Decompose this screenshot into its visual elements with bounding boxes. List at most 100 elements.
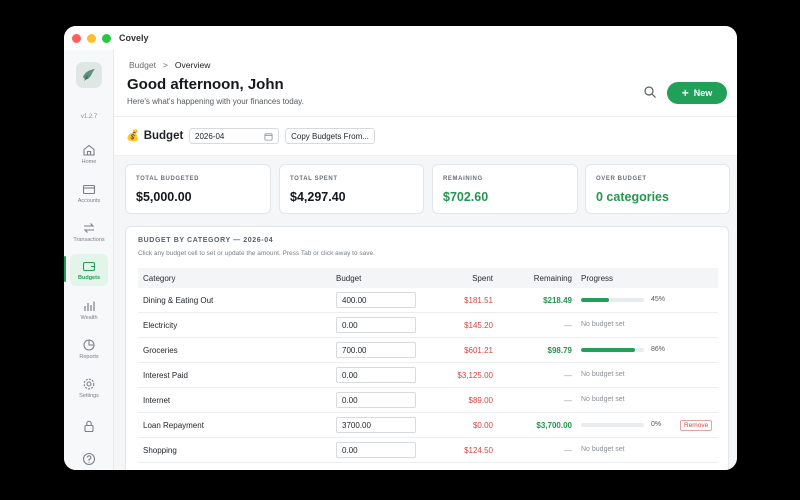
sidebar-item-home[interactable]: Home — [70, 138, 108, 170]
app-version: v1.2.7 — [80, 114, 98, 120]
progress-percent: 45% — [651, 296, 666, 303]
budget-input[interactable]: 400.00 — [336, 292, 416, 308]
category-name: Shopping — [143, 446, 177, 455]
new-button-label: New — [693, 88, 713, 98]
pie-chart-icon — [83, 339, 95, 351]
budget-input[interactable]: 700.00 — [336, 342, 416, 358]
panel-title: BUDGET BY CATEGORY — 2026-04 — [138, 237, 274, 244]
remaining-value: $218.49 — [543, 296, 572, 305]
app-logo[interactable] — [76, 62, 102, 88]
column-header-remaining[interactable]: Remaining — [533, 274, 572, 283]
category-name: Loan Repayment — [143, 421, 204, 430]
remaining-value: — — [564, 396, 572, 405]
budget-input[interactable]: 0.00 — [336, 317, 416, 333]
table-row: Loan Repayment 3700.00 $0.00 $3,700.00 0… — [138, 413, 718, 438]
budget-input[interactable]: 0.00 — [336, 392, 416, 408]
breadcrumb-separator: > — [162, 60, 168, 70]
month-picker-value: 2026-04 — [195, 131, 225, 141]
remaining-value: $3,700.00 — [536, 421, 572, 430]
summary-card-label: TOTAL BUDGETED — [136, 176, 200, 182]
summary-card-over-budget: OVER BUDGET 0 categories — [585, 164, 730, 214]
summary-card-total-budgeted: TOTAL BUDGETED $5,000.00 — [125, 164, 271, 214]
zoom-window-button[interactable] — [102, 33, 111, 43]
card-icon — [82, 184, 96, 195]
spent-value: $89.00 — [468, 396, 493, 405]
sidebar-item-label: Wealth — [80, 315, 98, 321]
new-button[interactable]: + New — [667, 82, 727, 104]
table-row: Electricity 0.00 $145.20 — No budget set — [138, 313, 718, 338]
sidebar-item-label: Reports — [79, 354, 99, 360]
category-name: Interest Paid — [143, 371, 188, 380]
progress-fill — [581, 348, 636, 352]
summary-card-label: OVER BUDGET — [596, 176, 647, 182]
plus-icon: + — [681, 86, 689, 100]
progress-fill — [581, 298, 610, 302]
page-header: Budget > Overview Good afternoon, John Her… — [114, 50, 737, 116]
column-header-progress[interactable]: Progress — [581, 274, 614, 283]
app-window: Covely v1.2.7 Home Accounts Transactions… — [64, 26, 737, 470]
month-picker[interactable]: 2026-04 — [189, 128, 279, 144]
minimize-window-button[interactable] — [87, 33, 96, 43]
sidebar-item-accounts[interactable]: Accounts — [70, 177, 108, 209]
app-title: Covely — [119, 33, 149, 43]
lock-icon — [84, 420, 94, 433]
budget-input[interactable]: 0.00 — [336, 442, 416, 458]
spent-value: $145.20 — [464, 321, 493, 330]
bird-logo-icon — [83, 69, 95, 81]
sidebar: v1.2.7 Home Accounts Transactions Budget… — [64, 50, 114, 470]
summary-card-total-spent: TOTAL SPENT $4,297.40 — [279, 164, 424, 214]
search-icon[interactable] — [643, 85, 657, 99]
spent-value: $3,125.00 — [457, 371, 493, 380]
spent-value: $0.00 — [472, 421, 493, 430]
calendar-icon[interactable] — [264, 132, 273, 141]
category-name: Internet — [143, 396, 171, 405]
table-row: Interest Paid 0.00 $3,125.00 — No budget… — [138, 363, 718, 388]
gear-icon — [83, 378, 95, 390]
sidebar-item-wealth[interactable]: Wealth — [70, 294, 108, 326]
help-button[interactable] — [70, 443, 108, 470]
table-row: Dining & Eating Out 400.00 $181.51 $218.… — [138, 288, 718, 313]
remaining-value: — — [564, 446, 572, 455]
breadcrumb: Budget > Overview — [129, 60, 210, 70]
money-bag-icon: 💰 — [126, 130, 140, 142]
remove-budget-button[interactable]: Remove — [680, 420, 713, 431]
summary-card-value: $5,000.00 — [136, 190, 192, 204]
spent-value: $601.21 — [464, 346, 493, 355]
no-budget-label: No budget set — [581, 321, 625, 328]
column-header-category[interactable]: Category — [143, 274, 176, 283]
copy-budgets-button[interactable]: Copy Budgets From... — [285, 128, 375, 144]
summary-card-label: TOTAL SPENT — [290, 176, 338, 182]
sidebar-item-settings[interactable]: Settings — [70, 372, 108, 404]
close-window-button[interactable] — [72, 33, 81, 43]
help-icon — [82, 452, 96, 466]
swap-arrows-icon — [83, 223, 95, 233]
sidebar-item-budgets[interactable]: Budgets — [70, 254, 108, 286]
panel-hint: Click any budget cell to set or update t… — [138, 250, 375, 257]
title-bar: Covely — [64, 26, 737, 50]
remaining-value: — — [564, 321, 572, 330]
sidebar-item-label: Budgets — [78, 275, 100, 281]
spent-value: $124.50 — [464, 446, 493, 455]
budget-input[interactable]: 3700.00 — [336, 417, 416, 433]
progress-percent: 0% — [651, 421, 662, 428]
progress-bar — [581, 298, 644, 302]
sidebar-item-reports[interactable]: Reports — [70, 333, 108, 365]
sidebar-item-transactions[interactable]: Transactions — [70, 216, 108, 248]
progress-bar — [581, 423, 644, 427]
remaining-value: $98.79 — [547, 346, 572, 355]
lock-button[interactable] — [70, 410, 108, 442]
summary-card-value: $702.60 — [443, 190, 489, 204]
main-content: Budget > Overview Good afternoon, John Her… — [114, 50, 737, 470]
breadcrumb-overview: Overview — [174, 60, 211, 70]
column-header-budget[interactable]: Budget — [336, 274, 362, 283]
summary-card-label: REMAINING — [443, 176, 483, 182]
column-header-spent[interactable]: Spent — [472, 274, 493, 283]
sidebar-item-label: Home — [81, 159, 97, 165]
breadcrumb-budget[interactable]: Budget — [129, 60, 156, 70]
budget-input[interactable]: 0.00 — [336, 367, 416, 383]
summary-card-value: 0 categories — [596, 190, 669, 204]
budget-title: 💰 Budget — [126, 129, 183, 143]
page-title: Good afternoon, John — [127, 76, 284, 93]
table-row: Internet 0.00 $89.00 — No budget set — [138, 388, 718, 413]
no-budget-label: No budget set — [581, 396, 625, 403]
